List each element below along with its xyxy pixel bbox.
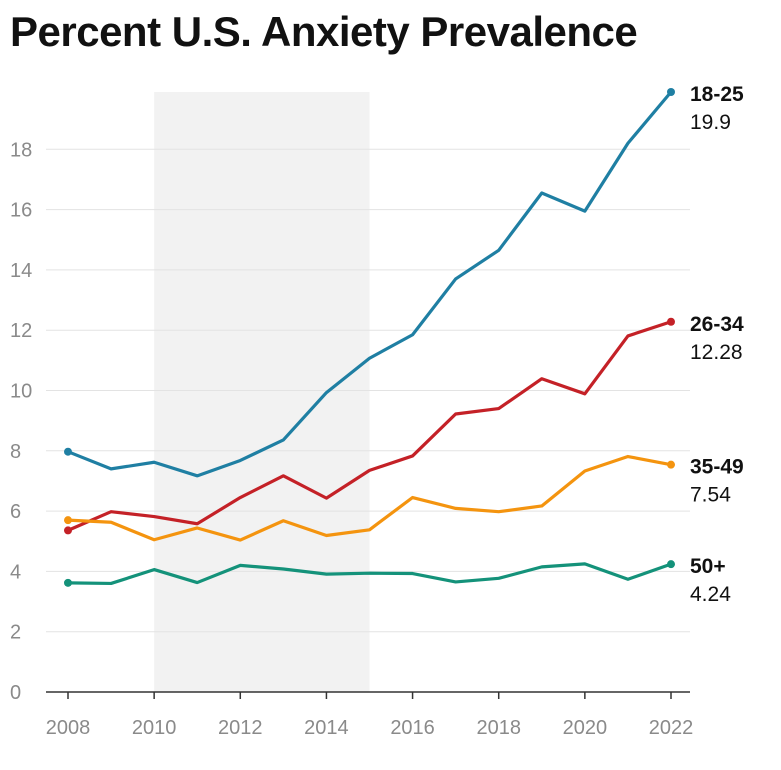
series-start-point [64,516,72,525]
y-tick-label: 18 [10,139,32,161]
y-tick-label: 6 [10,501,21,523]
series-end-point [667,560,675,569]
x-tick-label: 2010 [132,717,177,739]
y-tick-label: 12 [10,320,32,342]
chart-title: Percent U.S. Anxiety Prevalence [10,8,638,55]
x-tick-label: 2018 [476,717,521,739]
series-name-label: 35-49 [690,456,744,479]
series-start-point [64,526,72,535]
x-tick-label: 2012 [218,717,263,739]
x-tick-label: 2008 [46,717,91,739]
x-tick-label: 2016 [390,717,435,739]
series-value-label: 4.24 [690,583,731,606]
series-end-point [667,88,675,97]
series-name-label: 18-25 [690,83,744,106]
series-name-label: 26-34 [690,313,744,336]
y-tick-label: 10 [10,381,32,403]
series-name-label: 50+ [690,555,726,578]
series-value-label: 7.54 [690,484,731,507]
series-line-50plus [66,562,673,586]
y-tick-label: 2 [10,622,21,644]
series-end-point [667,317,675,326]
series-end-point [667,460,675,469]
series-value-label: 12.28 [690,341,743,364]
y-tick-label: 16 [10,200,32,222]
x-tick-label: 2022 [649,717,694,739]
x-tick-label: 2014 [304,717,349,739]
series-start-point [64,578,72,587]
series-value-label: 19.9 [690,111,731,134]
series-start-point [64,447,72,456]
x-tick-label: 2020 [563,717,608,739]
series-line-26-34 [66,320,673,533]
shaded-period-band [154,92,370,692]
y-tick-label: 4 [10,561,21,583]
series-line-35-49 [66,454,673,542]
y-tick-label: 8 [10,441,21,463]
y-tick-label: 0 [10,682,21,704]
series-line-18-25 [66,90,673,478]
y-tick-label: 14 [10,260,32,282]
